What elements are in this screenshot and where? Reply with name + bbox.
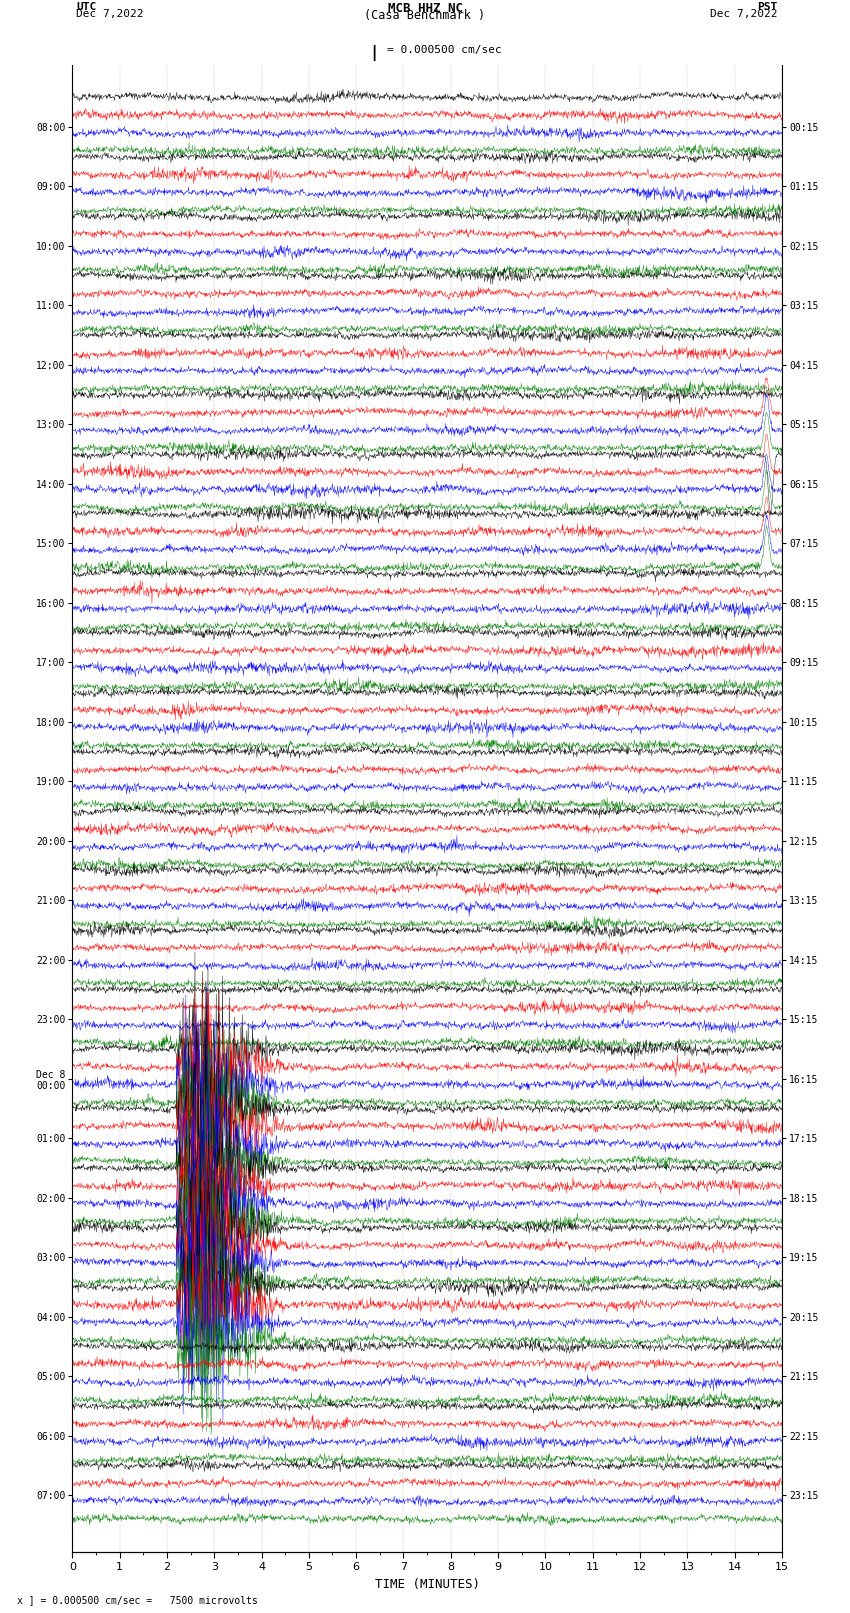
Text: PST: PST bbox=[757, 3, 778, 13]
Text: Dec 7,2022: Dec 7,2022 bbox=[76, 10, 144, 19]
Text: |: | bbox=[370, 45, 378, 61]
Text: x ] = 0.000500 cm/sec =   7500 microvolts: x ] = 0.000500 cm/sec = 7500 microvolts bbox=[17, 1595, 258, 1605]
Text: UTC: UTC bbox=[76, 3, 97, 13]
Text: MCB HHZ NC: MCB HHZ NC bbox=[388, 3, 462, 16]
Text: = 0.000500 cm/sec: = 0.000500 cm/sec bbox=[387, 45, 501, 55]
X-axis label: TIME (MINUTES): TIME (MINUTES) bbox=[375, 1578, 479, 1590]
Text: (Casa Benchmark ): (Casa Benchmark ) bbox=[365, 10, 485, 23]
Text: Dec 7,2022: Dec 7,2022 bbox=[711, 10, 778, 19]
